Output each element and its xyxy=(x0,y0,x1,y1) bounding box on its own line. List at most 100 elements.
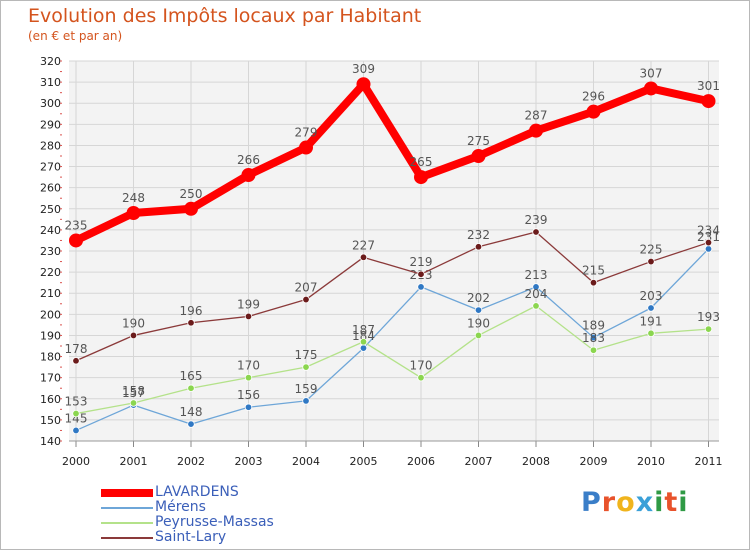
x-tick-label: 2000 xyxy=(62,455,90,468)
data-point xyxy=(241,168,256,182)
data-point xyxy=(647,329,655,338)
data-point xyxy=(589,333,598,342)
series-line xyxy=(75,231,710,362)
data-point xyxy=(302,363,310,371)
y-tick-label: 150 xyxy=(40,414,61,427)
data-point xyxy=(359,253,368,262)
x-tick-label: 2010 xyxy=(637,455,665,468)
data-label: 232 xyxy=(467,228,490,242)
data-label: 234 xyxy=(697,224,720,238)
data-label: 248 xyxy=(122,191,145,205)
y-tick-label: 230 xyxy=(40,245,61,258)
legend-swatch xyxy=(101,521,153,524)
x-tick-label: 2004 xyxy=(292,455,320,468)
legend-label: Mérens xyxy=(155,499,206,515)
data-label: 175 xyxy=(295,348,318,362)
data-label: 265 xyxy=(410,155,433,169)
chart-legend: LAVARDENS Mérens Peyrusse-Massas Saint-Lary xyxy=(101,485,274,545)
data-point xyxy=(471,149,486,163)
data-label: 213 xyxy=(525,268,548,282)
data-label: 202 xyxy=(467,291,490,305)
data-label: 159 xyxy=(295,382,318,396)
y-tick-label: 300 xyxy=(40,97,61,110)
data-point xyxy=(69,233,83,248)
chart-title: Evolution des Impôts locaux par Habitant xyxy=(28,5,422,27)
data-label: 309 xyxy=(352,62,375,76)
data-point xyxy=(359,338,368,346)
logo-letter: r xyxy=(601,487,617,518)
data-label: 157 xyxy=(122,386,145,400)
data-point xyxy=(299,140,313,155)
data-point xyxy=(184,201,198,216)
data-point xyxy=(126,206,141,220)
data-point xyxy=(187,420,195,428)
data-point xyxy=(529,123,543,138)
data-point xyxy=(359,344,368,352)
data-point xyxy=(302,397,310,405)
data-label: 193 xyxy=(697,310,720,324)
data-point xyxy=(532,228,540,236)
data-point xyxy=(417,270,425,278)
data-point xyxy=(589,278,598,287)
x-tick-label: 2005 xyxy=(350,455,378,468)
data-label: 296 xyxy=(582,90,605,104)
data-label: 153 xyxy=(65,395,88,409)
data-label: 156 xyxy=(237,388,260,402)
legend-label: LAVARDENS xyxy=(155,484,239,500)
data-point xyxy=(414,170,428,185)
data-label: 250 xyxy=(180,187,203,201)
y-tick-label: 260 xyxy=(40,182,61,195)
y-tick-label: 250 xyxy=(40,203,61,216)
data-label: 239 xyxy=(525,213,548,227)
data-label: 287 xyxy=(525,109,548,123)
logo-letter: P xyxy=(581,487,602,518)
data-label: 190 xyxy=(122,316,145,330)
data-label: 165 xyxy=(180,369,203,383)
data-point xyxy=(589,346,598,354)
legend-swatch xyxy=(101,506,153,509)
y-tick-label: 280 xyxy=(40,139,61,152)
data-label: 148 xyxy=(180,405,203,419)
proxiti-logo: Proxiti xyxy=(581,487,689,518)
y-tick-label: 220 xyxy=(40,266,61,279)
data-label: 189 xyxy=(582,319,605,333)
data-point xyxy=(72,409,80,418)
legend-item: Peyrusse-Massas xyxy=(101,515,274,530)
data-label: 191 xyxy=(640,314,663,328)
data-point xyxy=(244,373,253,382)
data-point xyxy=(474,243,483,251)
data-point xyxy=(72,357,80,365)
data-label: 225 xyxy=(640,243,663,257)
y-tick-label: 140 xyxy=(40,435,61,448)
logo-letter: i xyxy=(678,487,689,518)
data-point xyxy=(532,302,540,310)
y-tick-label: 200 xyxy=(40,308,61,321)
y-tick-label: 270 xyxy=(40,161,61,174)
series-line xyxy=(72,80,713,245)
legend-label: Saint-Lary xyxy=(155,529,227,545)
x-tick-label: 2007 xyxy=(465,455,493,468)
data-point xyxy=(474,331,483,340)
data-label: 231 xyxy=(697,230,720,244)
x-tick-label: 2002 xyxy=(177,455,205,468)
legend-swatch xyxy=(101,488,153,497)
legend-item: Mérens xyxy=(101,500,274,515)
x-tick-label: 2001 xyxy=(120,455,148,468)
data-label: 227 xyxy=(352,238,375,252)
data-point xyxy=(244,312,253,321)
legend-label: Peyrusse-Massas xyxy=(155,514,274,530)
y-tick-label: 180 xyxy=(40,351,61,364)
y-tick-label: 320 xyxy=(40,55,61,68)
data-label: 266 xyxy=(237,153,260,167)
data-point xyxy=(129,331,138,340)
data-point xyxy=(647,257,655,266)
data-point xyxy=(244,403,253,411)
y-tick-label: 170 xyxy=(40,372,61,385)
data-label: 178 xyxy=(65,342,88,356)
series-peyrusse-massas: 153 158 165 170 175 187 170 190 204 183 191 193 xyxy=(65,287,720,418)
data-point xyxy=(704,325,713,333)
x-tick-label: 2009 xyxy=(580,455,608,468)
data-label: 301 xyxy=(697,79,720,93)
legend-item: Saint-Lary xyxy=(101,530,274,545)
